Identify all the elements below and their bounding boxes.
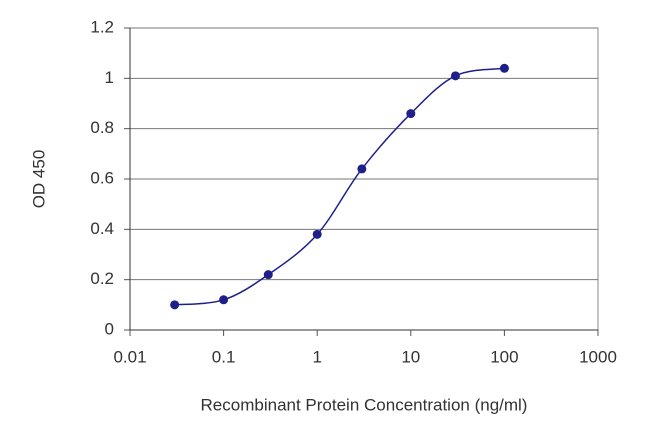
x-tick-label: 0.1 (212, 347, 236, 366)
marker (263, 270, 273, 280)
y-tick-label: 0.6 (90, 168, 114, 187)
y-tick-label: 0 (105, 319, 114, 338)
marker (312, 229, 322, 239)
x-axis-label: Recombinant Protein Concentration (ng/ml… (201, 395, 528, 414)
y-tick-label: 0.8 (90, 118, 114, 137)
x-tick-label: 0.01 (113, 347, 146, 366)
x-tick-label: 1000 (579, 347, 617, 366)
marker (406, 109, 416, 119)
marker (219, 295, 229, 305)
x-tick-label: 10 (401, 347, 420, 366)
y-tick-label: 0.4 (90, 219, 114, 238)
y-tick-label: 0.2 (90, 269, 114, 288)
y-axis-label: OD 450 (29, 150, 48, 209)
x-tick-label: 100 (490, 347, 518, 366)
y-tick-label: 1 (105, 68, 114, 87)
marker (357, 164, 367, 174)
x-tick-label: 1 (312, 347, 321, 366)
y-tick-label: 1.2 (90, 17, 114, 36)
line (174, 67, 505, 306)
marker (499, 63, 509, 73)
marker (170, 300, 180, 310)
marker (450, 71, 460, 81)
